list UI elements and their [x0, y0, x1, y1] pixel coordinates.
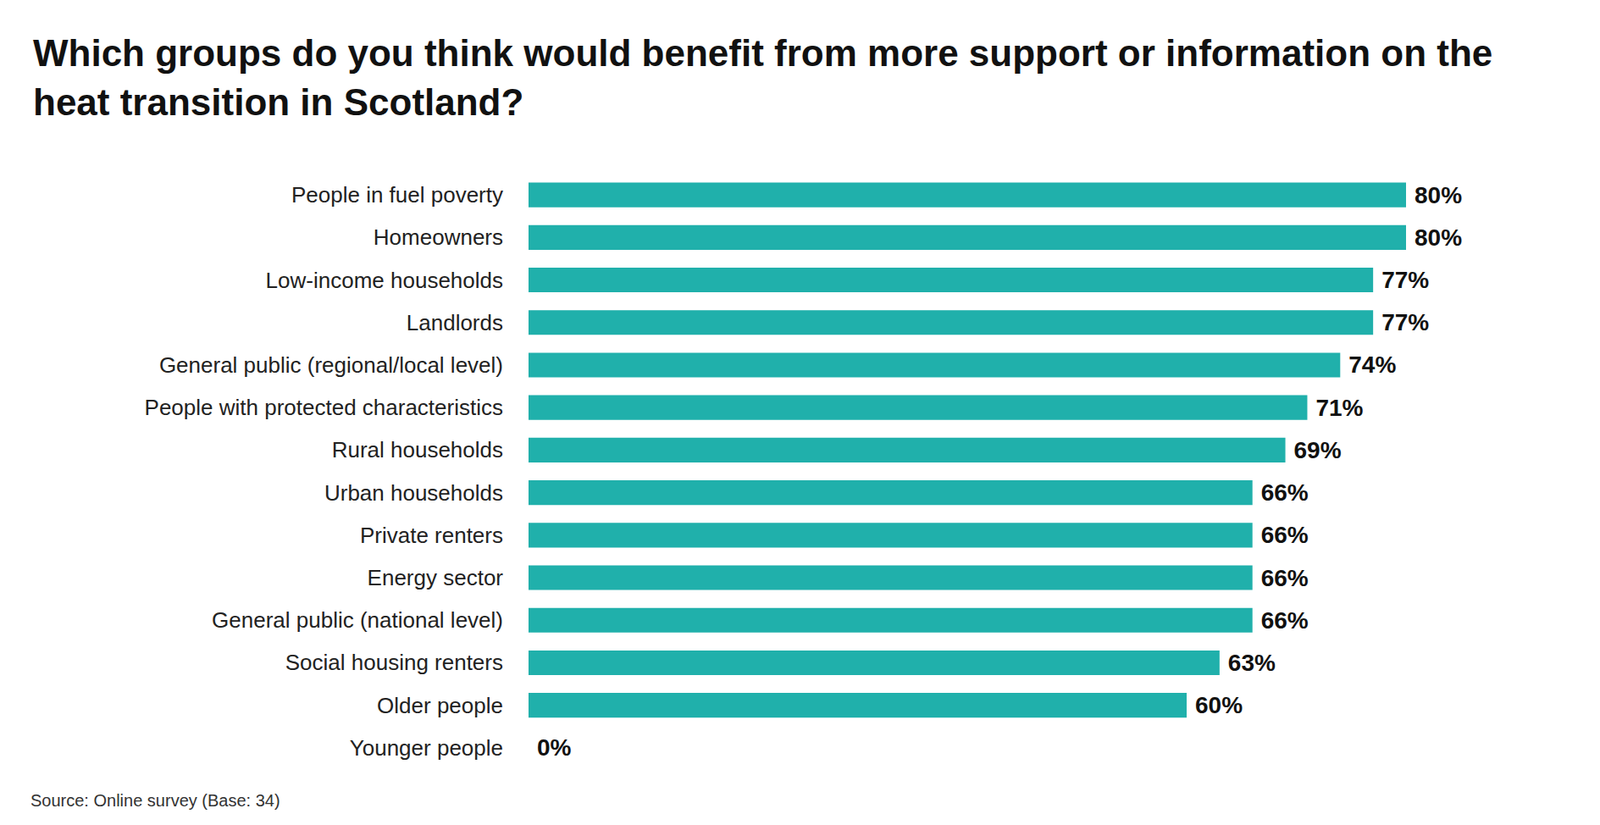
svg-text:77%: 77% [1381, 309, 1429, 336]
svg-text:77%: 77% [1381, 266, 1429, 294]
svg-text:Landlords: Landlords [406, 310, 504, 336]
svg-text:Younger people: Younger people [349, 735, 504, 761]
svg-text:Social housing renters: Social housing renters [285, 649, 504, 676]
svg-text:69%: 69% [1294, 437, 1342, 464]
svg-text:Rural households: Rural households [332, 437, 504, 463]
svg-text:66%: 66% [1261, 521, 1309, 549]
svg-text:80%: 80% [1414, 182, 1462, 209]
svg-text:66%: 66% [1261, 479, 1309, 506]
svg-text:Source: Online survey (Base: 3: Source: Online survey (Base: 34) [30, 791, 281, 810]
svg-text:60%: 60% [1195, 692, 1243, 719]
svg-text:Urban households: Urban households [324, 480, 504, 506]
svg-text:Older people: Older people [376, 692, 504, 719]
svg-text:Low-income households: Low-income households [265, 267, 504, 294]
svg-text:Energy sector: Energy sector [367, 564, 504, 591]
svg-text:71%: 71% [1315, 394, 1363, 421]
svg-text:63%: 63% [1228, 649, 1276, 676]
svg-text:0%: 0% [537, 734, 572, 761]
svg-text:66%: 66% [1261, 564, 1309, 592]
svg-text:heat transition in Scotland?: heat transition in Scotland? [33, 81, 524, 123]
svg-text:People with protected characte: People with protected characteristics [144, 394, 504, 421]
svg-text:66%: 66% [1261, 607, 1309, 634]
svg-text:Homeowners: Homeowners [373, 224, 504, 250]
svg-text:People in fuel poverty: People in fuel poverty [291, 182, 504, 208]
svg-text:Private renters: Private renters [359, 522, 504, 549]
svg-text:General public (national level: General public (national level) [211, 607, 504, 633]
svg-text:74%: 74% [1348, 351, 1396, 378]
svg-text:Which groups do you think woul: Which groups do you think would benefit … [33, 32, 1503, 74]
svg-text:80%: 80% [1414, 224, 1462, 251]
svg-text:General public (regional/local: General public (regional/local level) [159, 352, 504, 378]
